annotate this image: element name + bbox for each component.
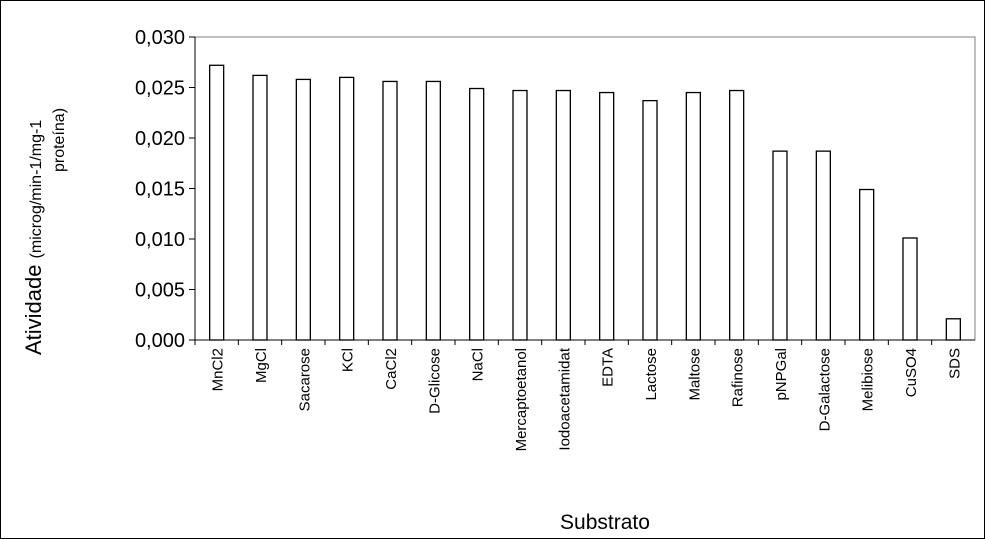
x-tick-label: SDS <box>946 348 963 379</box>
x-tick-label: Sacarose <box>296 348 313 411</box>
plot-frame <box>194 36 976 341</box>
x-tick-label: Mercaptoetanol <box>513 348 530 451</box>
bar <box>252 74 268 341</box>
y-tick-label: 0,010 <box>135 229 185 251</box>
y-tick-label: 0,000 <box>135 330 185 352</box>
bar <box>295 78 311 341</box>
x-tick-label: Melibiose <box>860 348 877 411</box>
x-tick-label: pNPGal <box>773 348 790 401</box>
x-tick-label: Rafinose <box>730 348 747 407</box>
x-tick-label: CaCl2 <box>383 348 400 390</box>
y-tick-label: 0,015 <box>135 179 185 201</box>
x-tick-label: Iodoacetamidat <box>556 347 573 450</box>
bar <box>209 64 225 341</box>
x-tick-label: NaCl <box>470 348 487 381</box>
y-tick-label: 0,020 <box>135 128 185 150</box>
bar <box>339 76 355 341</box>
y-tick-label: 0,030 <box>135 27 185 49</box>
bar <box>729 89 745 341</box>
x-tick-label: MgCl <box>253 348 270 383</box>
bar <box>599 91 615 341</box>
bar <box>382 80 398 341</box>
bar <box>772 150 788 341</box>
bar <box>512 89 528 341</box>
bar <box>902 237 918 341</box>
x-tick-label: Maltose <box>686 348 703 401</box>
x-tick-label: MnCl2 <box>210 348 227 391</box>
bar <box>859 188 875 341</box>
bar <box>555 89 571 341</box>
x-tick-label: CuSO4 <box>903 348 920 397</box>
y-axis-label-group: Atividade (microg/min-1/mg-1 proteína) <box>21 108 68 355</box>
x-tick-label: Lactose <box>643 348 660 401</box>
y-axis-units: proteína) <box>51 108 68 172</box>
x-axis-label: Substrato <box>560 511 650 534</box>
y-tick-label: 0,025 <box>135 78 185 100</box>
bar <box>685 91 701 341</box>
bar <box>469 87 485 341</box>
bar <box>425 80 441 341</box>
bar <box>945 318 961 341</box>
y-axis-title: Atividade <box>21 264 46 355</box>
x-tick-label: KCl <box>340 348 357 372</box>
bar <box>642 99 658 341</box>
x-tick-label: D-Glicose <box>426 348 443 414</box>
y-axis-units: (microg/min-1/mg-1 <box>28 120 45 259</box>
y-axis-label: Atividade (microg/min-1/mg-1 <box>21 120 46 355</box>
x-tick-label: D-Galactose <box>816 348 833 431</box>
bar <box>815 150 831 341</box>
x-tick-label: EDTA <box>600 348 617 387</box>
y-tick-label: 0,005 <box>135 280 185 302</box>
